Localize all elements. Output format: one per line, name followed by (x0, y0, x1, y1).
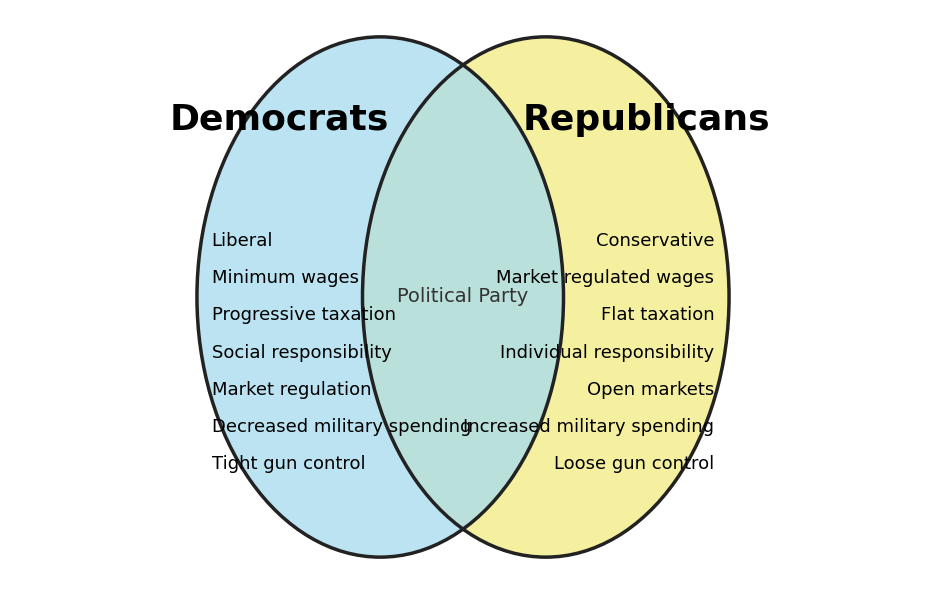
Text: Market regulation: Market regulation (212, 381, 371, 399)
Text: Increased military spending: Increased military spending (463, 418, 714, 436)
Text: Liberal: Liberal (212, 232, 273, 250)
Text: Decreased military spending: Decreased military spending (212, 418, 471, 436)
Text: Minimum wages: Minimum wages (212, 269, 358, 287)
Ellipse shape (362, 37, 729, 557)
Text: Democrats: Democrats (170, 103, 390, 137)
Text: Open markets: Open markets (587, 381, 714, 399)
Text: Progressive taxation: Progressive taxation (212, 307, 395, 324)
Text: Political Party: Political Party (397, 287, 529, 307)
Text: Individual responsibility: Individual responsibility (500, 343, 714, 362)
Ellipse shape (197, 37, 564, 557)
Text: Conservative: Conservative (595, 232, 714, 250)
Text: Republicans: Republicans (522, 103, 770, 137)
Text: Flat taxation: Flat taxation (601, 307, 714, 324)
Text: Loose gun control: Loose gun control (554, 456, 714, 473)
Text: Social responsibility: Social responsibility (212, 343, 392, 362)
Text: Market regulated wages: Market regulated wages (496, 269, 714, 287)
Text: Tight gun control: Tight gun control (212, 456, 366, 473)
